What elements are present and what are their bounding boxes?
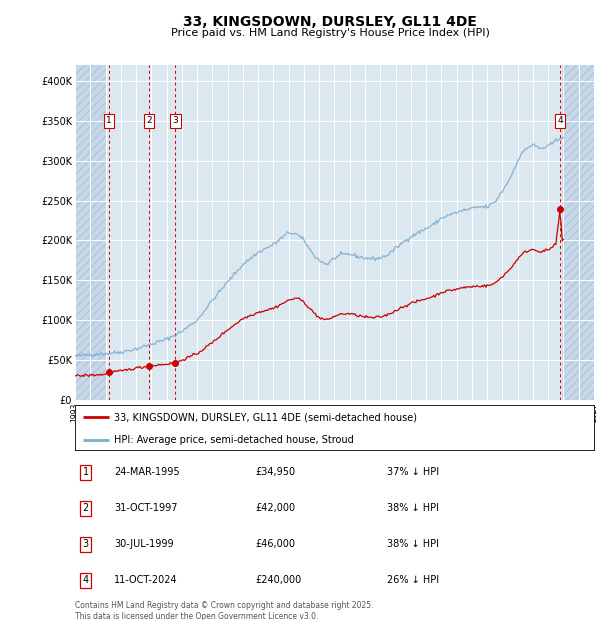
Text: £34,950: £34,950 — [255, 467, 295, 477]
Text: 2: 2 — [83, 503, 89, 513]
Text: 37% ↓ HPI: 37% ↓ HPI — [387, 467, 439, 477]
Bar — [75, 65, 106, 400]
Text: Contains HM Land Registry data © Crown copyright and database right 2025.
This d: Contains HM Land Registry data © Crown c… — [75, 601, 373, 620]
Text: 38% ↓ HPI: 38% ↓ HPI — [387, 539, 439, 549]
Text: 33, KINGSDOWN, DURSLEY, GL11 4DE: 33, KINGSDOWN, DURSLEY, GL11 4DE — [183, 16, 477, 30]
Text: Price paid vs. HM Land Registry's House Price Index (HPI): Price paid vs. HM Land Registry's House … — [170, 28, 490, 38]
Text: 1: 1 — [106, 117, 112, 125]
Text: 33, KINGSDOWN, DURSLEY, GL11 4DE (semi-detached house): 33, KINGSDOWN, DURSLEY, GL11 4DE (semi-d… — [114, 412, 417, 422]
Text: £42,000: £42,000 — [255, 503, 295, 513]
Text: 31-OCT-1997: 31-OCT-1997 — [114, 503, 178, 513]
Text: 38% ↓ HPI: 38% ↓ HPI — [387, 503, 439, 513]
Text: 26% ↓ HPI: 26% ↓ HPI — [387, 575, 439, 585]
Text: 3: 3 — [173, 117, 178, 125]
Bar — [562, 65, 594, 400]
Text: 24-MAR-1995: 24-MAR-1995 — [114, 467, 179, 477]
Text: 4: 4 — [83, 575, 89, 585]
Text: £46,000: £46,000 — [255, 539, 295, 549]
Text: £240,000: £240,000 — [255, 575, 301, 585]
Text: 1: 1 — [83, 467, 89, 477]
Text: 11-OCT-2024: 11-OCT-2024 — [114, 575, 178, 585]
Text: 3: 3 — [83, 539, 89, 549]
Text: 30-JUL-1999: 30-JUL-1999 — [114, 539, 173, 549]
Bar — [75, 65, 106, 400]
Text: 2: 2 — [146, 117, 152, 125]
Bar — [562, 65, 594, 400]
Text: 4: 4 — [557, 117, 563, 125]
Text: HPI: Average price, semi-detached house, Stroud: HPI: Average price, semi-detached house,… — [114, 435, 353, 445]
